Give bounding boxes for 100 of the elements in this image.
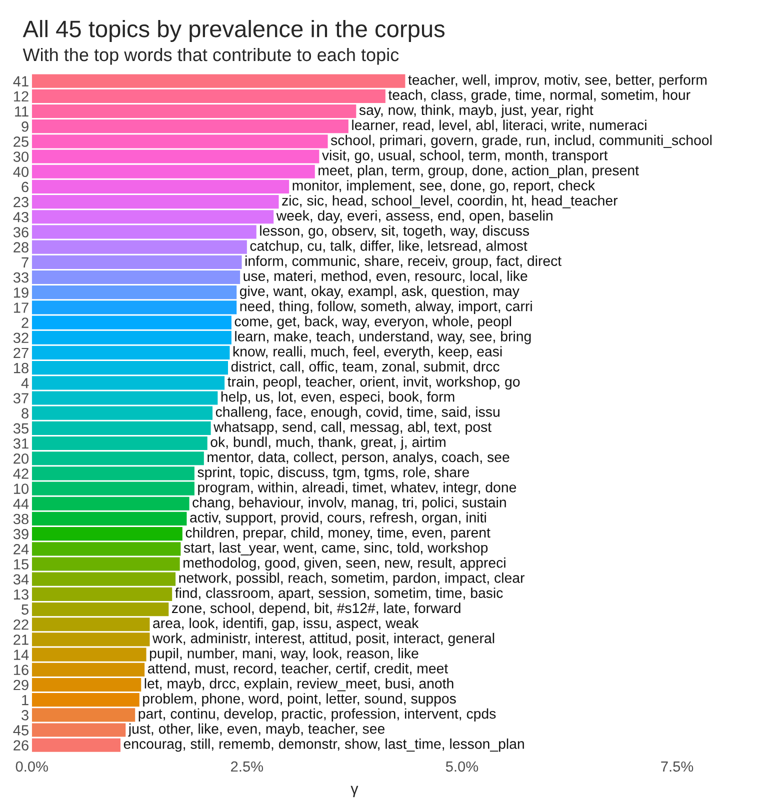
annotation: sprint, topic, discuss, tgm, tgms, role, share — [198, 466, 470, 480]
x-tick-label: 5.0% — [446, 761, 478, 772]
bar — [32, 240, 247, 254]
annotation: monitor, implement, see, done, go, report, check — [292, 180, 596, 194]
bar — [32, 708, 136, 722]
bar — [32, 466, 194, 480]
bar — [32, 225, 256, 239]
y-tick-label: 24 — [14, 544, 29, 554]
y-tick-label: 7 — [22, 257, 28, 268]
annotation: just, other, like, even, mayb, teacher, see — [128, 723, 385, 737]
bar — [32, 452, 204, 466]
y-tick-label: 4 — [21, 378, 29, 388]
annotation: challeng, face, enough, covid, time, said, issu — [216, 406, 500, 420]
bar — [32, 436, 208, 450]
x-axis-title: γ — [350, 786, 358, 798]
annotation: network, possibl, reach, sometim, pardon, impact, clear — [179, 572, 525, 586]
y-tick-label: 1 — [22, 695, 28, 706]
bar — [32, 406, 213, 420]
annotation: program, within, alreadi, timet, whatev, integr, done — [198, 482, 516, 496]
bar — [32, 120, 348, 134]
bar — [32, 572, 176, 586]
annotation: week, day, everi, assess, end, open, baselin — [276, 210, 552, 224]
bar — [32, 496, 190, 510]
x-tick-label: 0.0% — [16, 761, 48, 772]
annotation: let, mayb, drcc, explain, review_meet, busi, anoth — [144, 678, 454, 692]
annotation: encourag, still, rememb, demonstr, show, last_time, lesson_plan — [124, 738, 524, 752]
annotation: chang, behaviour, involv, manag, tri, polici, sustain — [192, 497, 506, 510]
annotation: mentor, data, collect, person, analys, coach, see — [208, 452, 510, 465]
annotation: find, classroom, apart, session, sometim, time, basic — [175, 588, 503, 601]
annotation: visit, go, usual, school, term, month, transport — [322, 150, 608, 164]
y-tick-label: 10 — [14, 484, 29, 494]
y-tick-label: 20 — [14, 453, 29, 464]
y-tick-label: 39 — [13, 528, 28, 540]
y-tick-label: 44 — [13, 498, 29, 509]
y-tick-label: 14 — [14, 650, 29, 660]
y-tick-label: 33 — [13, 272, 28, 283]
y-tick-label: 40 — [13, 166, 29, 178]
y-tick-label: 13 — [14, 589, 28, 600]
y-tick-label: 34 — [13, 574, 29, 585]
bar — [32, 527, 182, 541]
bar — [32, 557, 180, 571]
annotation: zic, sic, head, school_level, coordin, ht, head_teacher — [282, 195, 618, 208]
annotation: district, call, offic, team, zonal, submit, drcc — [231, 361, 500, 374]
annotation: teach, class, grade, time, normal, sometim, hour — [388, 90, 690, 103]
y-tick-label: 38 — [13, 514, 28, 524]
annotation: problem, phone, word, point, letter, sound, suppos — [143, 693, 456, 706]
y-tick-label: 17 — [14, 302, 28, 313]
annotation: meet, plan, term, group, done, action_plan, present — [318, 165, 639, 178]
annotation: pupil, number, mani, way, look, reason, like — [150, 648, 418, 662]
y-tick-label: 21 — [14, 634, 28, 645]
chart-title: All 45 topics by prevalence in the corpus — [22, 20, 445, 42]
annotation: inform, communic, share, receiv, group, fact, direct — [245, 256, 562, 269]
annotation: zone, school, depend, bit, #s12#, late, forward — [172, 602, 460, 616]
y-tick-label: 6 — [22, 182, 28, 192]
y-tick-label: 30 — [13, 152, 29, 162]
annotation: need, thing, follow, someth, alway, import, carri — [240, 300, 532, 314]
annotation: help, us, lot, even, especi, book, form — [221, 391, 454, 405]
annotation: learn, make, teach, understand, way, see, bring — [235, 331, 531, 344]
y-tick-label: 29 — [14, 680, 28, 690]
annotation: whatsapp, send, call, messag, abl, text, post — [214, 422, 492, 435]
annotation: activ, support, provid, cours, refresh, organ, initi — [190, 512, 486, 526]
y-tick-label: 11 — [15, 106, 28, 117]
y-tick-label: 27 — [14, 348, 28, 358]
y-tick-label: 35 — [13, 423, 28, 434]
bar — [32, 150, 320, 164]
y-tick-label: 2 — [22, 318, 28, 328]
bar — [32, 104, 356, 118]
annotation: work, administr, interest, attitud, posit, interact, general — [152, 632, 494, 646]
y-tick-label: 12 — [14, 91, 28, 102]
y-tick-label: 19 — [14, 287, 28, 298]
y-tick-label: 32 — [13, 332, 28, 344]
annotation: part, continu, develop, practic, profession, intervent, cpds — [138, 708, 496, 722]
x-tick-label: 2.5% — [231, 761, 264, 772]
y-tick-label: 42 — [13, 468, 28, 479]
annotation: lesson, go, observ, sit, togeth, way, discuss — [260, 225, 530, 239]
y-tick-label: 9 — [22, 121, 28, 132]
bar — [32, 89, 386, 103]
y-tick-label: 18 — [14, 362, 28, 374]
y-tick-label: 28 — [14, 242, 28, 252]
bar — [32, 391, 218, 405]
bar — [32, 421, 211, 435]
annotation: methodolog, good, given, seen, new, result, appreci — [184, 557, 506, 571]
bar — [32, 300, 237, 314]
annotation: ok, bundl, much, thank, great, j, airtim — [210, 436, 446, 450]
bar — [32, 74, 406, 88]
y-tick-label: 36 — [13, 227, 28, 238]
annotation: attend, must, record, teacher, certif, credit, meet — [148, 663, 448, 676]
y-tick-label: 8 — [22, 408, 28, 419]
annotation: teacher, well, improv, motiv, see, better, perform — [408, 74, 707, 88]
annotation: school, primari, govern, grade, run, includ, communiti_school — [330, 134, 712, 148]
annotation: learner, read, level, abl, literaci, write, numeraci — [352, 120, 646, 132]
bar — [32, 738, 120, 752]
bar — [32, 542, 181, 556]
y-tick-label: 15 — [14, 559, 28, 570]
bar — [32, 602, 169, 616]
annotation: start, last_year, went, came, sinc, told, workshop — [184, 542, 488, 556]
annotation: use, materi, method, even, resourc, local, like — [244, 270, 528, 283]
x-tick-label: 7.5% — [661, 761, 694, 772]
y-tick-label: 16 — [14, 664, 28, 676]
bar — [32, 255, 242, 269]
